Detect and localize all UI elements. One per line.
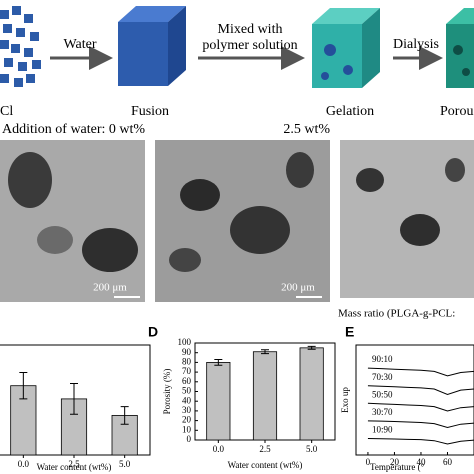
x-tick-label: 0.0	[213, 444, 225, 454]
scale-bar-label: 200 μm	[93, 282, 127, 294]
y-tick-label: 90	[182, 347, 192, 357]
step-label: Gelation	[326, 104, 374, 119]
step-label: Fusion	[131, 104, 169, 119]
x-tick-label: 40	[416, 457, 426, 467]
cube-gelation	[312, 8, 380, 88]
error-bar	[214, 358, 223, 366]
caption: Mass ratio (PLGA-g-PCL:	[338, 308, 455, 320]
salt-particles	[0, 6, 41, 87]
x-tick-label: 20	[390, 457, 400, 467]
sem-panels: Addition of water: 0 wt% 2.5 wt% 200 μm …	[0, 122, 474, 320]
y-tick-label: 40	[182, 395, 192, 405]
error-bar	[307, 345, 316, 350]
series-label: 50:50	[372, 389, 393, 399]
series-label: 70:30	[372, 372, 393, 382]
step-label: Cl	[0, 104, 13, 119]
x-tick-label: 2.5	[259, 444, 271, 454]
curve	[367, 367, 474, 377]
sem-label: Addition of water: 0 wt%	[2, 122, 145, 137]
y-tick-label: 0	[187, 434, 192, 444]
bar	[206, 361, 231, 441]
x-tick-label: 5.0	[119, 459, 131, 469]
arrow-label: polymer solution	[202, 38, 297, 53]
cube-porous	[446, 8, 474, 88]
schematic: Cl Water Fusion Mixed with polymer solut…	[0, 6, 474, 119]
curve	[367, 402, 474, 412]
x-tick-label: 5.0	[306, 444, 318, 454]
curve	[367, 438, 474, 445]
y-tick-label: 70	[182, 366, 192, 376]
error-bar	[261, 349, 269, 355]
y-tick-label: 60	[182, 376, 192, 386]
y-tick-label: 100	[178, 337, 192, 347]
y-tick-label: 50	[182, 386, 192, 396]
sem-label: 2.5 wt%	[283, 122, 330, 137]
y-axis-label: Exo up	[340, 387, 350, 413]
x-axis-label: Water content (wt%)	[37, 462, 112, 472]
arrow-label: Mixed with	[218, 22, 283, 37]
x-axis-label: Water content (wt%)	[228, 460, 303, 470]
x-axis-label: Temperature (°	[370, 462, 425, 472]
cube-fusion	[118, 6, 186, 86]
axes-frame	[355, 344, 474, 456]
x-tick-label: 0.0	[18, 459, 30, 469]
x-tick-label: 0	[366, 457, 371, 467]
x-tick-label: 2.5	[68, 459, 80, 469]
series-label: 30:70	[372, 407, 393, 417]
error-bar	[70, 383, 78, 415]
step-label: Porous	[440, 104, 474, 119]
x-tick-label: 60	[443, 457, 453, 467]
bar	[299, 347, 324, 441]
y-tick-label: 20	[182, 415, 192, 425]
panel-label: E	[345, 324, 354, 340]
series-label: 90:10	[372, 354, 393, 364]
y-tick-label: 80	[182, 356, 192, 366]
y-axis-label: Porosity (%)	[162, 369, 172, 415]
y-tick-label: 10	[182, 424, 192, 434]
scale-bar-label: 200 μm	[281, 282, 315, 294]
bar	[252, 351, 278, 441]
arrow-label: Dialysis	[393, 37, 439, 52]
curve	[367, 385, 474, 396]
panel-label: D	[148, 324, 158, 340]
y-tick-label: 30	[182, 405, 192, 415]
arrow-label: Water	[63, 37, 96, 52]
curve	[367, 420, 474, 429]
series-label: 10:90	[372, 425, 393, 435]
error-bar	[19, 372, 28, 400]
error-bar	[120, 406, 129, 425]
